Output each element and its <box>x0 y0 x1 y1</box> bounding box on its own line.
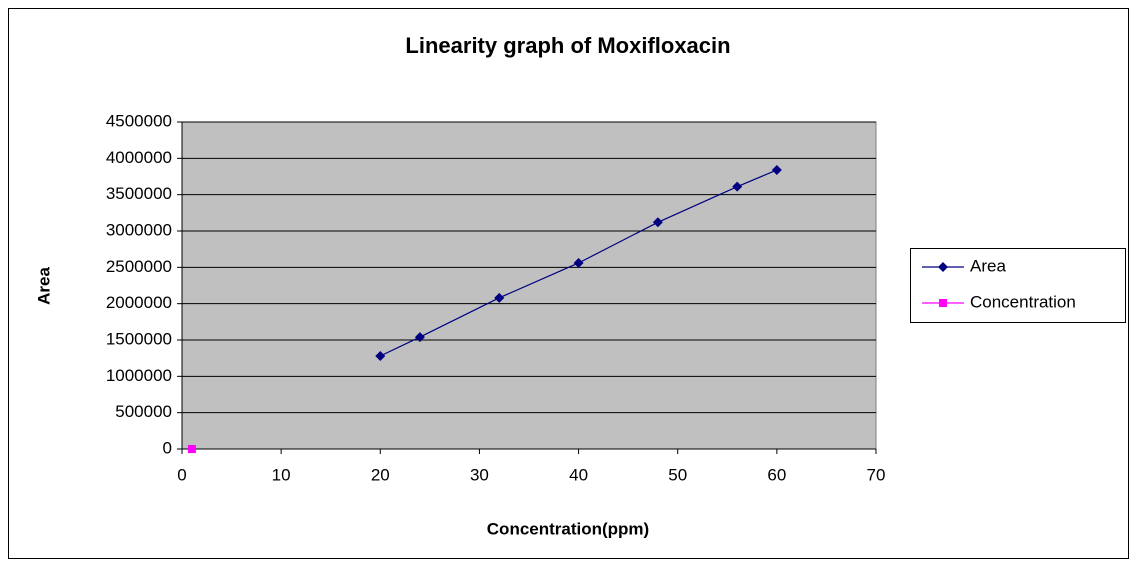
marker <box>652 217 663 228</box>
legend-label: Concentration <box>970 292 1076 311</box>
marker <box>375 350 386 361</box>
x-tick-label: 30 <box>470 465 489 484</box>
plot-area <box>181 121 877 450</box>
y-tick-label: 2500000 <box>106 257 172 276</box>
x-tick-label: 20 <box>371 465 390 484</box>
x-tick-label: 70 <box>867 465 886 484</box>
y-tick-label: 1500000 <box>106 329 172 348</box>
x-tick-label: 60 <box>767 465 786 484</box>
chart-title: Linearity graph of Moxifloxacin <box>405 33 730 58</box>
x-axis-label: Concentration(ppm) <box>487 519 649 538</box>
x-tick-label: 50 <box>668 465 687 484</box>
y-tick-label: 1000000 <box>106 366 172 385</box>
y-tick-label: 3000000 <box>106 220 172 239</box>
marker <box>732 181 743 192</box>
marker <box>573 257 584 268</box>
marker <box>187 445 196 453</box>
x-tick-label: 0 <box>177 465 186 484</box>
legend-marker <box>938 262 948 272</box>
y-tick-label: 3500000 <box>106 184 172 203</box>
x-tick-label: 40 <box>569 465 588 484</box>
x-tick-label: 10 <box>272 465 291 484</box>
y-tick-label: 4500000 <box>106 111 172 130</box>
marker <box>494 292 505 303</box>
legend-marker <box>939 299 947 307</box>
y-tick-label: 500000 <box>115 402 172 421</box>
marker <box>414 332 425 343</box>
legend-label: Area <box>970 256 1006 275</box>
marker <box>771 164 782 175</box>
y-tick-label: 0 <box>163 438 172 457</box>
legend-box <box>910 248 1126 323</box>
y-tick-label: 2000000 <box>106 293 172 312</box>
y-tick-label: 4000000 <box>106 148 172 167</box>
y-axis-label: Area <box>34 267 53 305</box>
